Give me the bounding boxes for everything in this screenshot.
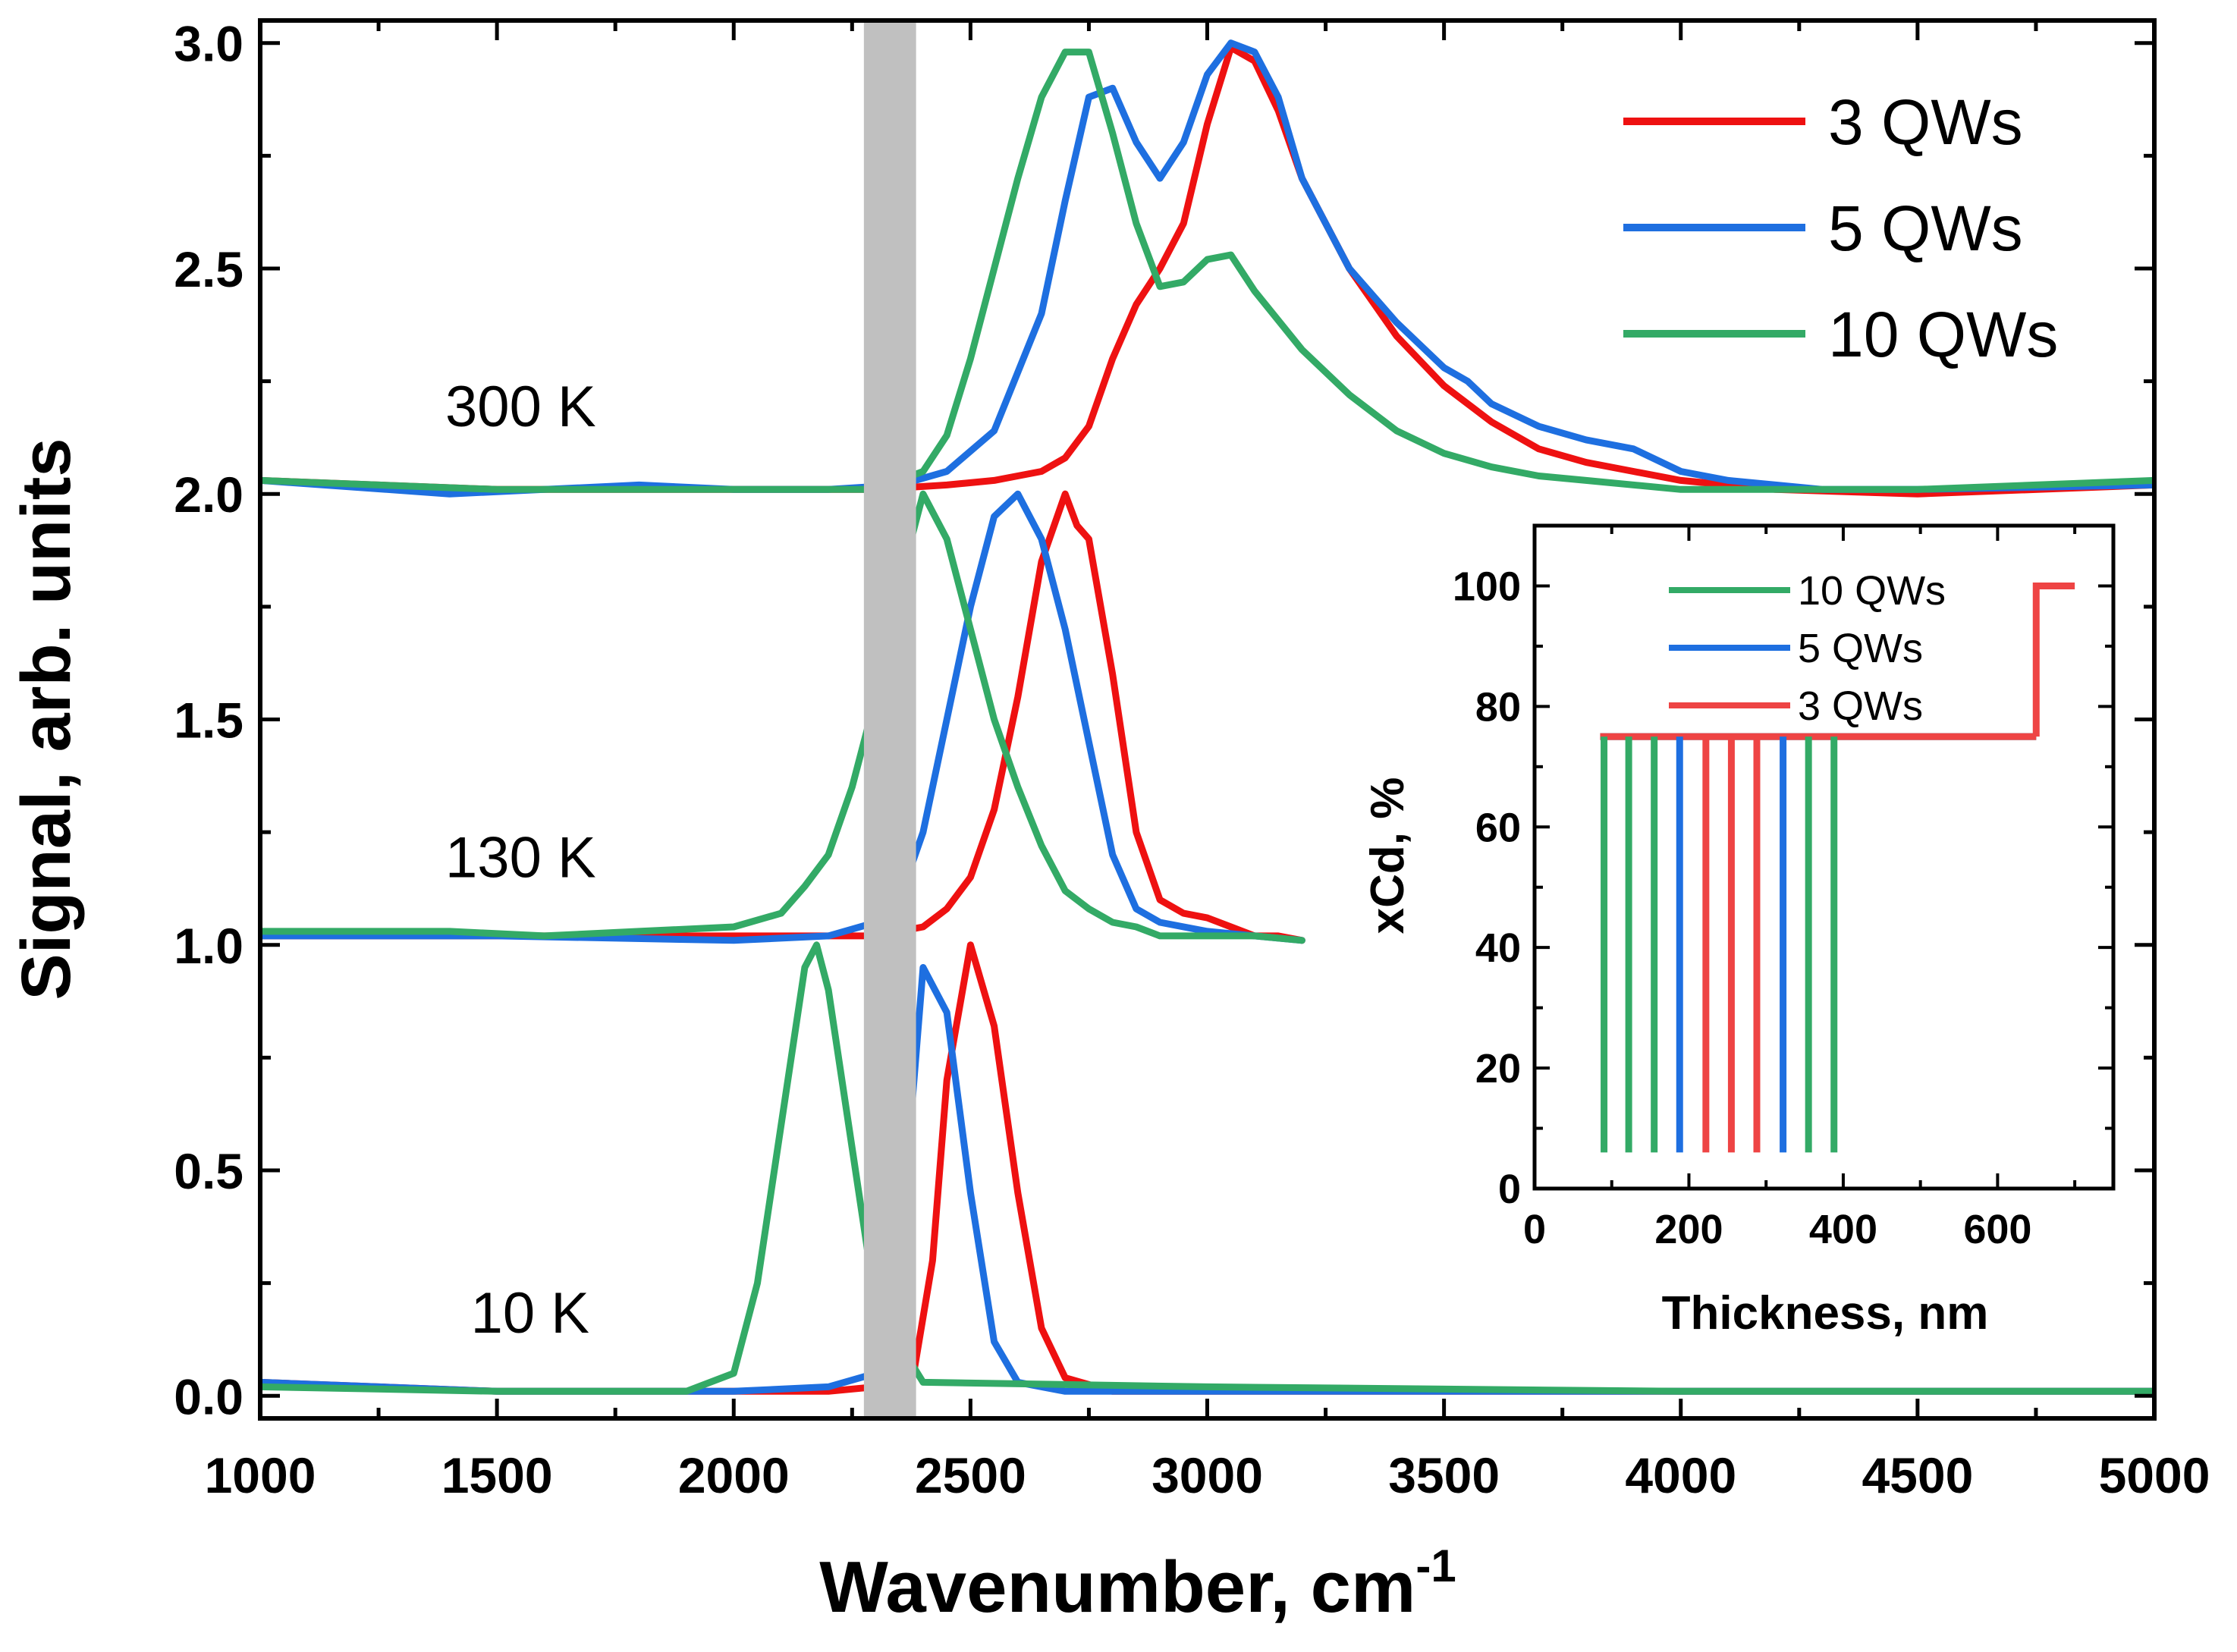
temperature-label: 300 K [445, 375, 596, 439]
inset-plot-frame [1532, 523, 2116, 1191]
x-tick-label: 4500 [1862, 1447, 1973, 1503]
x-tick-label: 1500 [441, 1447, 553, 1503]
series-line-5-qws-10k [260, 964, 2154, 1395]
x-tick-label: 3500 [1388, 1447, 1500, 1503]
y-tick-label: 2.0 [174, 466, 243, 523]
inset-x-axis-title: Thickness, nm [1662, 1287, 1989, 1340]
y-tick-label: 0.0 [174, 1368, 243, 1424]
inset-x-tick-label: 200 [1654, 1207, 1723, 1252]
inset-legend-label: 5 QWs [1798, 626, 1923, 671]
inset-y-tick-label: 80 [1475, 684, 1521, 730]
inset-chart: 0 200 400 600 0 20 40 60 80 100 10 QWs 5 QWs 3 QWs… [1362, 523, 2116, 1340]
x-tick-label: 4000 [1625, 1447, 1736, 1503]
temperature-label: 10 K [471, 1281, 589, 1346]
inset-x-tick-label: 600 [1963, 1207, 2031, 1252]
shaded-band-overlay [863, 20, 916, 1418]
inset-y-axis-title: xCd, % [1362, 777, 1414, 934]
inset-y-tick-label: 100 [1453, 564, 1521, 609]
x-tick-label: 2500 [915, 1447, 1026, 1503]
inset-y-tick-label: 20 [1475, 1046, 1521, 1091]
x-tick-label: 1000 [205, 1447, 316, 1503]
inset-cap-step [2032, 582, 2075, 737]
inset-legend: 10 QWs 5 QWs 3 QWs [1669, 568, 1946, 729]
inset-x-tick-label: 0 [1523, 1207, 1546, 1252]
series-line-10-qws-130k [260, 490, 1305, 944]
main-legend: 3 QWs 5 QWs 10 QWs [1623, 86, 2058, 370]
inset-y-tick-label: 0 [1498, 1167, 1521, 1212]
series-line-10-qws-10k [260, 941, 2154, 1395]
y-tick-label: 0.5 [174, 1143, 243, 1199]
inset-y-tick-label: 40 [1475, 925, 1521, 971]
legend-label: 3 QWs [1828, 86, 2023, 158]
y-axis-title: Signal, arb. units [8, 438, 85, 1000]
y-tick-label: 2.5 [174, 241, 243, 297]
series-line-5-qws-130k [260, 490, 1305, 944]
x-tick-label: 2000 [678, 1447, 790, 1503]
legend-label: 10 QWs [1828, 299, 2058, 370]
inset-legend-label: 10 QWs [1798, 568, 1946, 614]
x-tick-label: 5000 [2099, 1447, 2210, 1503]
legend-label: 5 QWs [1828, 193, 2023, 264]
main-chart: 1000 1500 2000 2500 3000 3500 4000 4500 5000 0.0… [8, 16, 2210, 1628]
y-tick-label: 3.0 [174, 16, 243, 72]
inset-y-tick-label: 60 [1475, 805, 1521, 850]
x-tick-label: 3000 [1151, 1447, 1263, 1503]
x-axis-title: Wavenumber, cm-1 [819, 1541, 1456, 1628]
inset-x-tick-label: 400 [1809, 1207, 1877, 1252]
y-tick-label: 1.0 [174, 918, 243, 974]
temperature-label: 130 K [445, 826, 596, 890]
y-tick-label: 1.5 [174, 693, 243, 749]
inset-legend-label: 3 QWs [1798, 683, 1923, 729]
series-line-10-qws-300k [260, 49, 2154, 493]
